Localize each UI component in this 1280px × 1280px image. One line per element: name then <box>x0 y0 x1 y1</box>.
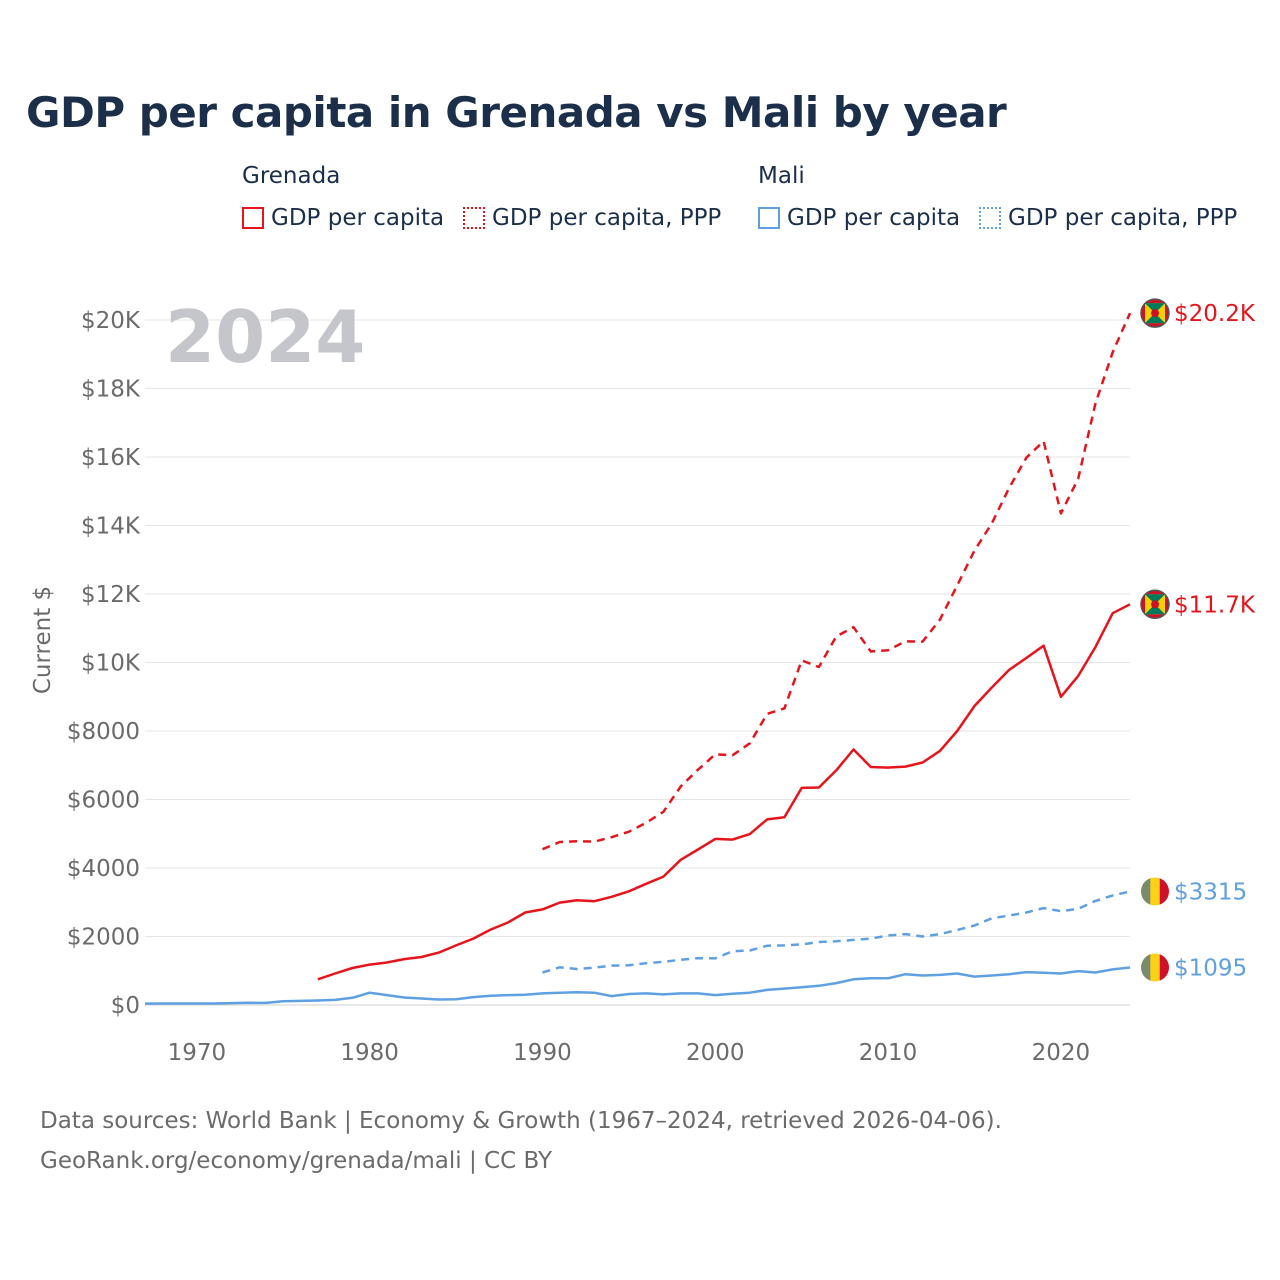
y-tick-label: $14K <box>81 514 141 540</box>
end-value-label: $1095 <box>1174 955 1247 981</box>
y-tick-label: $4000 <box>67 856 140 882</box>
x-tick-label: 1980 <box>340 1040 399 1066</box>
series-line-mali-gdp <box>144 966 1131 1005</box>
x-tick-label: 2000 <box>686 1040 745 1066</box>
grid-lines <box>145 319 1130 1006</box>
y-tick-label: $8000 <box>67 719 140 745</box>
legend-label: GDP per capita <box>787 205 961 231</box>
legend-swatch-blue-solid <box>758 207 780 229</box>
legend-group-title-grenada: Grenada <box>242 163 341 189</box>
legend-swatch-red-solid <box>242 207 264 229</box>
legend-item-mali-gdp[interactable]: GDP per capita <box>758 205 960 231</box>
chart-title: GDP per capita in Grenada vs Mali by yea… <box>26 88 1007 137</box>
year-watermark: 2024 <box>165 295 365 379</box>
grenada-flag-icon <box>1141 590 1169 619</box>
end-marker: $20.2K <box>1140 298 1256 328</box>
y-tick-label: $2000 <box>67 925 140 951</box>
series-lines <box>144 312 1132 1005</box>
x-tick-label: 2010 <box>859 1040 918 1066</box>
footer-sources: Data sources: World Bank | Economy & Gro… <box>40 1108 1002 1134</box>
mali-flag-icon <box>1141 877 1169 906</box>
series-line-grenada-ppp <box>542 312 1132 851</box>
footer-credit: GeoRank.org/economy/grenada/mali | CC BY <box>40 1148 553 1174</box>
y-tick-label: $18K <box>81 377 141 403</box>
legend-group-title-mali: Mali <box>758 163 805 189</box>
x-tick-label: 1970 <box>168 1040 227 1066</box>
end-marker: $1095 <box>1141 953 1247 982</box>
series-line-grenada-gdp <box>317 603 1131 981</box>
legend-label: GDP per capita, PPP <box>492 205 722 231</box>
y-tick-label: $10K <box>81 651 141 677</box>
end-value-label: $3315 <box>1174 879 1247 905</box>
end-marker: $3315 <box>1141 877 1247 906</box>
x-tick-label: 2020 <box>1032 1040 1091 1066</box>
legend-swatch-blue-dotted <box>979 207 1001 229</box>
y-tick-label: $20K <box>81 308 141 334</box>
y-tick-label: $6000 <box>67 788 140 814</box>
y-tick-label: $0 <box>111 993 140 1019</box>
y-axis-ticks: $0 $2000 $4000 $6000 $8000 $10K $12K $14K $16K $1… <box>67 308 141 1019</box>
x-axis-ticks: 1970 1980 1990 2000 2010 2020 <box>168 1040 1091 1066</box>
y-axis-label: Current $ <box>30 586 56 694</box>
legend-label: GDP per capita, PPP <box>1008 205 1238 231</box>
series-line-mali-ppp <box>542 890 1131 974</box>
grenada-flag-icon <box>1141 299 1169 328</box>
y-tick-label: $16K <box>81 445 141 471</box>
legend-label: GDP per capita <box>271 205 445 231</box>
legend-swatch-red-dotted <box>463 207 485 229</box>
legend-item-grenada-ppp[interactable]: GDP per capita, PPP <box>463 205 721 231</box>
mali-flag-icon <box>1141 953 1169 982</box>
end-marker: $11.7K <box>1140 589 1256 620</box>
y-tick-label: $12K <box>81 582 141 608</box>
series-end-markers: $20.2K $11.7K $3315 $1095 <box>1140 298 1256 982</box>
legend-item-grenada-gdp[interactable]: GDP per capita <box>242 205 444 231</box>
legend-item-mali-ppp[interactable]: GDP per capita, PPP <box>979 205 1237 231</box>
end-value-label: $11.7K <box>1174 592 1256 618</box>
x-tick-label: 1990 <box>513 1040 572 1066</box>
end-value-label: $20.2K <box>1174 301 1256 327</box>
